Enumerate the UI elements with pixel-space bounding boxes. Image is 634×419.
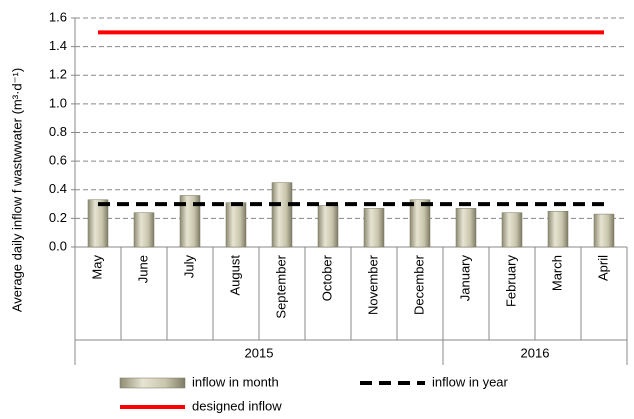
bar (225, 202, 247, 248)
y-tick-label: 1.0 (49, 95, 67, 110)
legend-swatch (119, 377, 186, 389)
group-label: 2016 (521, 345, 550, 360)
y-tick-label: 1.4 (49, 38, 67, 53)
bar (501, 212, 523, 248)
x-tick-label: February (503, 255, 518, 308)
y-tick-label: 0.4 (49, 181, 67, 196)
bar (317, 205, 339, 248)
y-tick-label: 1.6 (49, 9, 67, 24)
x-tick-label: September (273, 254, 288, 318)
legend-label: inflow in month (192, 374, 279, 389)
y-axis-label: Average daily inflow f wastwwater (m³·d⁻… (9, 68, 24, 312)
y-tick-label: 0.6 (49, 153, 67, 168)
group-label: 2015 (245, 345, 274, 360)
bar (133, 212, 155, 248)
x-tick-label: January (457, 255, 472, 302)
x-tick-label: December (411, 254, 426, 315)
x-tick-label: June (135, 255, 150, 283)
legend-label: designed inflow (192, 398, 282, 413)
bar (179, 195, 201, 248)
x-tick-label: October (319, 254, 334, 301)
bar (455, 208, 477, 248)
y-tick-label: 0.2 (49, 210, 67, 225)
y-tick-label: 0.0 (49, 238, 67, 253)
y-tick-label: 1.2 (49, 67, 67, 82)
x-tick-label: April (595, 255, 610, 281)
bar (409, 199, 431, 248)
bar (593, 213, 615, 248)
y-tick-label: 0.8 (49, 124, 67, 139)
x-tick-label: August (227, 255, 242, 296)
x-tick-label: March (549, 255, 564, 291)
bar (547, 210, 569, 248)
x-tick-label: May (89, 255, 104, 280)
bar (87, 199, 109, 248)
legend-label: inflow in year (432, 374, 509, 389)
x-tick-label: July (181, 255, 196, 279)
x-tick-label: November (365, 254, 380, 315)
bar (271, 182, 293, 248)
bar (363, 208, 385, 248)
